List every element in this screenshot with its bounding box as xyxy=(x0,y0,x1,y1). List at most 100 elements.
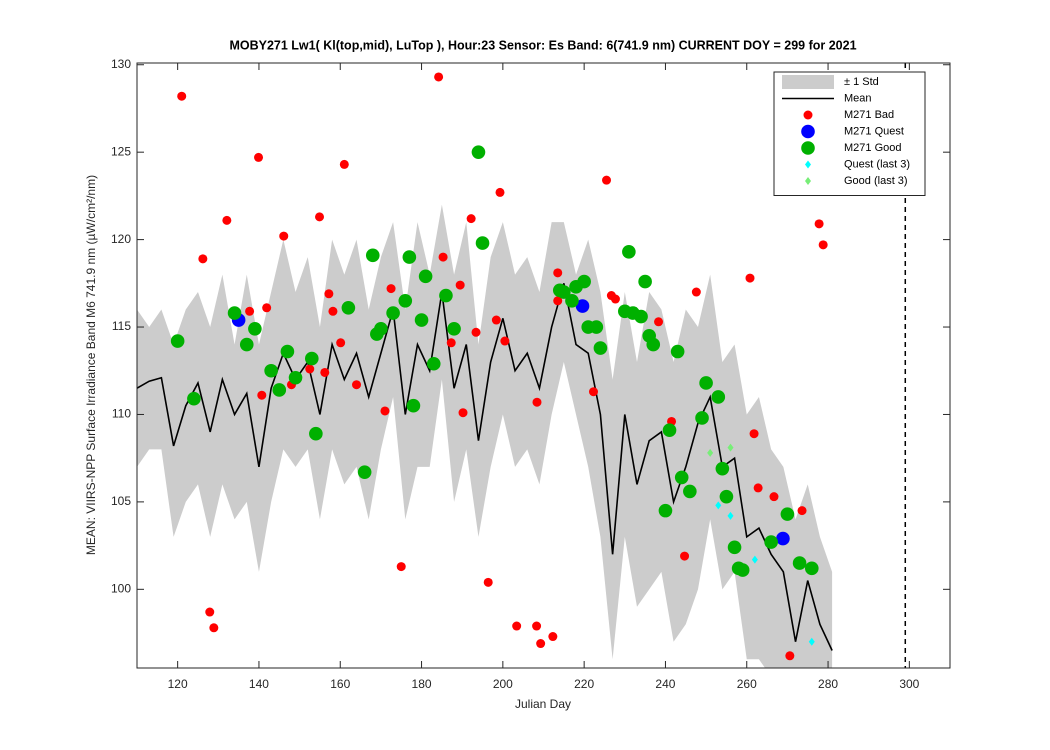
circle-marker xyxy=(339,159,349,169)
y-tick-label: 120 xyxy=(111,232,131,246)
x-tick-label: 180 xyxy=(412,677,432,691)
circle-marker xyxy=(646,337,661,352)
y-tick-label: 115 xyxy=(112,319,131,333)
circle-marker xyxy=(553,268,563,278)
y-tick-label: 100 xyxy=(111,581,131,595)
legend-label: M271 Bad xyxy=(844,109,894,121)
circle-marker xyxy=(341,300,356,315)
circle-marker xyxy=(471,145,486,159)
circle-marker xyxy=(245,306,255,316)
circle-marker xyxy=(357,465,372,479)
circle-marker xyxy=(589,320,604,334)
x-tick-label: 200 xyxy=(493,677,513,691)
legend-label: ± 1 Std xyxy=(844,76,879,88)
circle-marker xyxy=(205,607,215,617)
circle-marker xyxy=(495,187,505,197)
circle-marker xyxy=(577,274,591,289)
circle-marker xyxy=(814,219,824,229)
circle-marker xyxy=(749,429,759,439)
circle-marker xyxy=(699,376,713,390)
circle-marker xyxy=(386,284,396,294)
circle-marker xyxy=(471,327,481,337)
y-tick-label: 130 xyxy=(111,57,131,71)
legend-swatch xyxy=(782,75,834,89)
circle-marker xyxy=(209,623,219,633)
circle-marker xyxy=(803,110,813,120)
circle-marker xyxy=(792,556,807,570)
x-tick-label: 240 xyxy=(655,677,675,691)
axes: 120 140 160 180 200 220 240 260 280 300 100 105 110 1… xyxy=(111,57,951,691)
legend-label: Quest (last 3) xyxy=(844,158,910,170)
circle-marker xyxy=(320,367,330,377)
circle-marker xyxy=(446,338,456,348)
circle-marker xyxy=(557,285,571,299)
x-tick-label: 120 xyxy=(168,677,188,691)
circle-marker xyxy=(418,269,433,284)
circle-marker xyxy=(288,370,303,385)
circle-marker xyxy=(785,651,795,661)
circle-marker xyxy=(272,383,287,397)
circle-marker xyxy=(279,231,289,241)
circle-marker xyxy=(622,245,636,259)
x-tick-label: 220 xyxy=(574,677,594,691)
circle-marker xyxy=(380,406,390,416)
circle-marker xyxy=(336,338,346,348)
circle-marker xyxy=(438,252,448,262)
circle-marker xyxy=(727,540,742,555)
circle-marker xyxy=(222,215,232,225)
circle-marker xyxy=(670,344,685,359)
circle-marker xyxy=(304,351,319,366)
circle-marker xyxy=(414,313,429,327)
circle-marker xyxy=(575,299,590,313)
circle-marker xyxy=(315,212,325,222)
circle-marker xyxy=(776,531,790,546)
circle-marker xyxy=(536,639,546,649)
circle-marker xyxy=(610,294,620,304)
circle-marker xyxy=(683,484,697,499)
circle-marker xyxy=(365,248,380,263)
x-tick-label: 160 xyxy=(330,677,350,691)
circle-marker xyxy=(491,315,501,325)
diamond-marker xyxy=(707,448,714,457)
circle-marker xyxy=(170,334,185,348)
legend-label: Mean xyxy=(844,92,872,104)
circle-marker xyxy=(593,341,608,355)
circle-marker xyxy=(745,273,755,283)
circle-marker xyxy=(797,506,807,516)
circle-marker xyxy=(801,141,815,155)
circle-marker xyxy=(674,470,689,485)
circle-marker xyxy=(695,411,709,425)
circle-marker xyxy=(512,621,522,631)
circle-marker xyxy=(328,306,338,316)
circle-marker xyxy=(548,632,558,642)
circle-marker xyxy=(455,280,465,290)
diamond-marker xyxy=(751,555,758,564)
circle-marker xyxy=(309,426,323,441)
chart-title: MOBY271 Lw1( Kl(top,mid), LuTop ), Hour:… xyxy=(229,38,856,52)
legend-label: M271 Good xyxy=(844,142,901,154)
circle-marker xyxy=(654,317,664,327)
circle-marker xyxy=(565,294,579,308)
circle-marker xyxy=(532,621,542,631)
circle-marker xyxy=(254,152,264,162)
circle-marker xyxy=(187,391,201,406)
circle-marker xyxy=(680,551,690,561)
y-tick-label: 125 xyxy=(111,144,131,158)
circle-marker xyxy=(500,336,510,346)
circle-marker xyxy=(553,296,563,306)
circle-marker xyxy=(804,561,819,576)
circle-marker xyxy=(691,287,701,297)
circle-marker xyxy=(466,214,476,224)
circle-marker xyxy=(711,390,726,404)
circle-marker xyxy=(198,254,208,264)
circle-marker xyxy=(769,492,779,502)
x-tick-label: 280 xyxy=(818,677,838,691)
circle-marker xyxy=(374,321,388,336)
diamond-marker xyxy=(727,443,734,452)
circle-marker xyxy=(634,309,648,324)
circle-marker xyxy=(753,483,763,493)
circle-marker xyxy=(434,72,444,82)
circle-marker xyxy=(398,294,413,308)
circle-marker xyxy=(239,337,254,352)
